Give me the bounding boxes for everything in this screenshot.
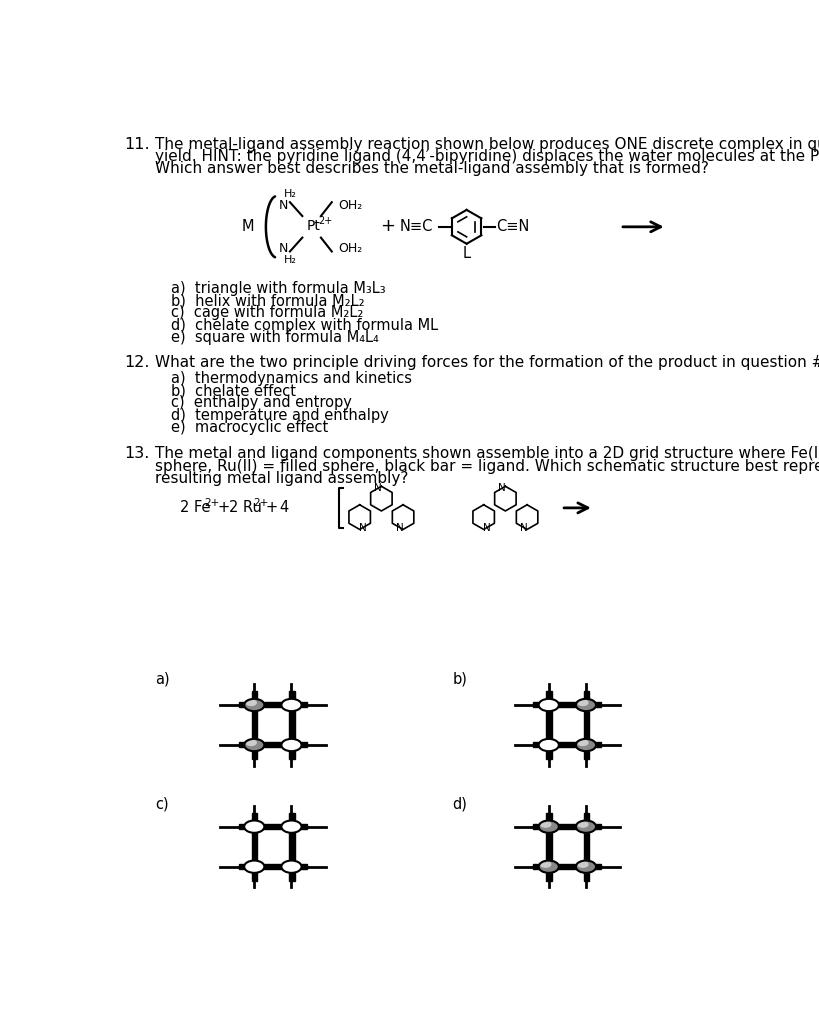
Text: 4: 4 — [279, 501, 288, 515]
Ellipse shape — [578, 861, 588, 867]
Text: The metal-ligand assembly reaction shown below produces ONE discrete complex in : The metal-ligand assembly reaction shown… — [155, 137, 819, 152]
Ellipse shape — [282, 820, 301, 833]
Text: N: N — [279, 199, 288, 212]
Text: N: N — [359, 523, 367, 534]
Text: c)  cage with formula M₂L₂: c) cage with formula M₂L₂ — [170, 305, 363, 321]
Ellipse shape — [282, 860, 301, 872]
Bar — [546, 813, 552, 881]
Text: c): c) — [155, 797, 169, 812]
Text: d)  chelate complex with formula ML: d) chelate complex with formula ML — [170, 317, 437, 333]
Text: N≡C: N≡C — [399, 218, 432, 233]
Text: What are the two principle driving forces for the formation of the product in qu: What are the two principle driving force… — [155, 355, 819, 371]
Text: H₂: H₂ — [283, 188, 296, 199]
Text: N: N — [520, 523, 528, 534]
Ellipse shape — [578, 700, 588, 706]
Text: +: + — [217, 501, 229, 515]
Text: a)  triangle with formula M₃L₃: a) triangle with formula M₃L₃ — [170, 281, 385, 296]
Ellipse shape — [244, 820, 265, 833]
Text: 11.: 11. — [124, 137, 150, 152]
Text: OH₂: OH₂ — [338, 199, 362, 212]
Text: 2+: 2+ — [319, 216, 333, 226]
Bar — [533, 742, 601, 748]
Text: c)  enthalpy and entropy: c) enthalpy and entropy — [170, 395, 351, 411]
Bar — [546, 691, 552, 759]
Text: +: + — [380, 217, 395, 236]
Bar — [239, 863, 307, 869]
Bar — [252, 813, 257, 881]
Ellipse shape — [576, 698, 596, 711]
Text: C≡N: C≡N — [496, 218, 529, 233]
Text: e)  macrocyclic effect: e) macrocyclic effect — [170, 420, 328, 435]
Text: 12.: 12. — [124, 355, 150, 371]
Text: b)  chelate effect: b) chelate effect — [170, 383, 296, 398]
Bar — [289, 691, 295, 759]
Bar — [584, 813, 589, 881]
Ellipse shape — [576, 820, 596, 833]
Text: Which answer best describes the metal-ligand assembly that is formed?: Which answer best describes the metal-li… — [155, 162, 709, 176]
Text: b)  helix with formula M₂L₂: b) helix with formula M₂L₂ — [170, 293, 364, 308]
Text: 2 Fe: 2 Fe — [180, 501, 210, 515]
Bar — [252, 691, 257, 759]
Ellipse shape — [244, 698, 265, 711]
Ellipse shape — [282, 698, 301, 711]
Bar — [239, 701, 307, 708]
Text: N: N — [374, 482, 382, 493]
Ellipse shape — [244, 860, 265, 872]
Text: OH₂: OH₂ — [338, 242, 362, 255]
Ellipse shape — [539, 698, 559, 711]
Text: N: N — [483, 523, 491, 534]
Text: d): d) — [453, 797, 468, 812]
Text: 2+: 2+ — [205, 499, 220, 508]
Text: L: L — [463, 247, 471, 261]
Text: The metal and ligand components shown assemble into a 2D grid structure where Fe: The metal and ligand components shown as… — [155, 446, 819, 461]
Text: 13.: 13. — [124, 446, 149, 461]
Ellipse shape — [539, 820, 559, 833]
Text: a)  thermodynamics and kinetics: a) thermodynamics and kinetics — [170, 371, 412, 386]
Text: d)  temperature and enthalpy: d) temperature and enthalpy — [170, 408, 388, 423]
Bar — [533, 863, 601, 869]
Ellipse shape — [539, 860, 559, 872]
Text: 2 Ru: 2 Ru — [229, 501, 261, 515]
Bar — [533, 823, 601, 829]
Text: yield. HINT: the pyridine ligand (4,4′-bipyridine) displaces the water molecules: yield. HINT: the pyridine ligand (4,4′-b… — [155, 150, 819, 164]
Text: 2+: 2+ — [254, 499, 269, 508]
Text: a): a) — [155, 672, 170, 687]
Bar — [584, 691, 589, 759]
Text: N: N — [396, 523, 404, 534]
Text: resulting metal ligand assembly?: resulting metal ligand assembly? — [155, 471, 409, 486]
Ellipse shape — [247, 700, 256, 706]
Text: N: N — [499, 482, 506, 493]
Ellipse shape — [578, 740, 588, 745]
Ellipse shape — [541, 821, 550, 827]
Text: b): b) — [453, 672, 468, 687]
Text: +: + — [265, 501, 278, 515]
Ellipse shape — [244, 739, 265, 752]
Ellipse shape — [539, 739, 559, 752]
Bar — [239, 742, 307, 748]
Bar — [533, 701, 601, 708]
Text: N: N — [279, 242, 288, 255]
Ellipse shape — [576, 739, 596, 752]
Ellipse shape — [578, 821, 588, 827]
Bar — [289, 813, 295, 881]
Ellipse shape — [576, 860, 596, 872]
Ellipse shape — [282, 739, 301, 752]
Ellipse shape — [541, 861, 550, 867]
Text: e)  square with formula M₄L₄: e) square with formula M₄L₄ — [170, 330, 378, 345]
Ellipse shape — [247, 740, 256, 745]
Text: sphere, Ru(II) = filled sphere, black bar = ligand. Which schematic structure be: sphere, Ru(II) = filled sphere, black ba… — [155, 459, 819, 473]
Text: H₂: H₂ — [283, 255, 296, 265]
Text: M: M — [242, 218, 255, 233]
Text: Pt: Pt — [307, 219, 321, 233]
Bar — [239, 823, 307, 829]
